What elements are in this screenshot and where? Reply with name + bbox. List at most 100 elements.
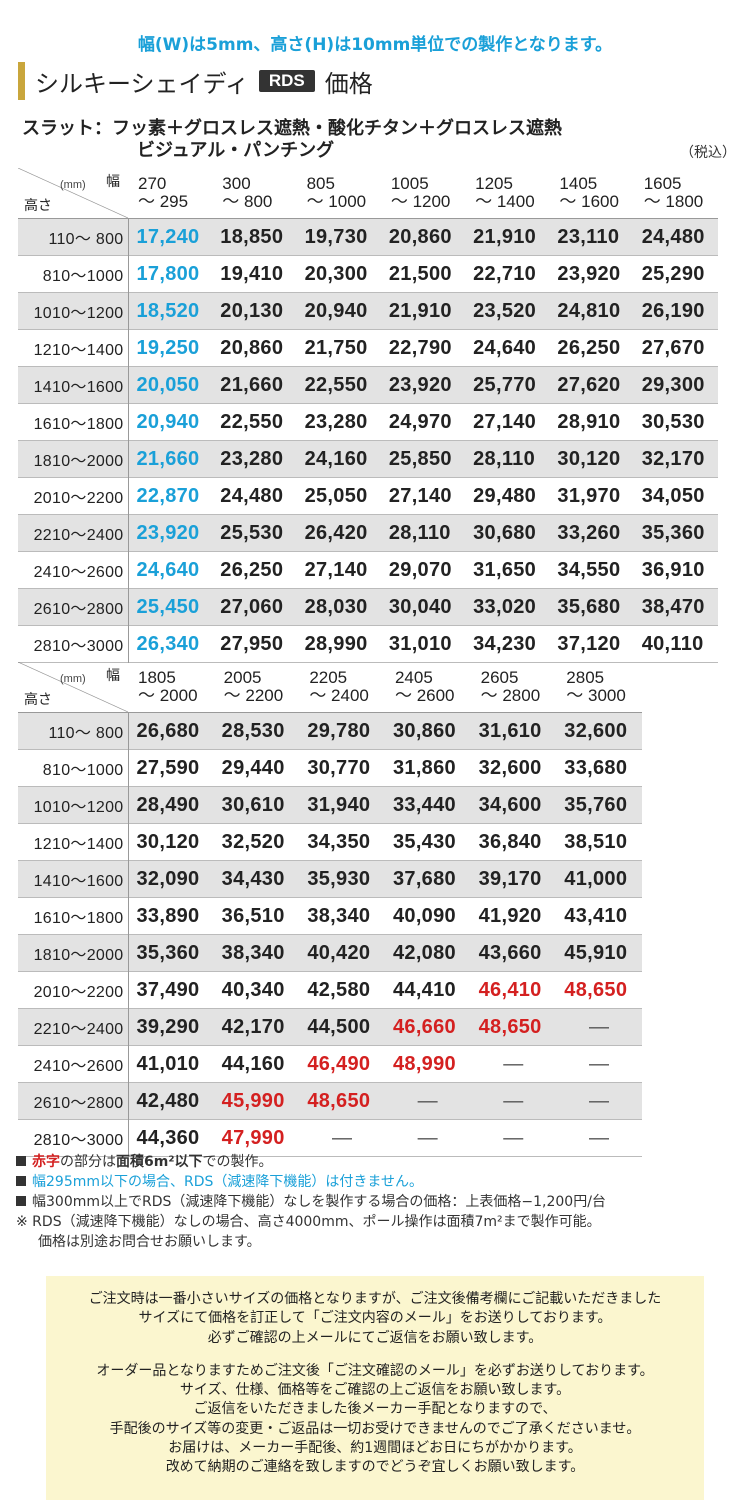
price-cell: 20,860 <box>220 336 284 359</box>
table-row: 1810～2000 35,360 38,340 40,420 42,080 43,660 4… <box>18 934 642 972</box>
height-range: 1210～1400 <box>18 329 129 367</box>
height-range: 2010～2200 <box>18 477 129 515</box>
price-cell: 34,550 <box>557 558 621 581</box>
price-cell: 44,360 <box>136 1126 200 1149</box>
price-cell: — <box>588 1015 610 1038</box>
price-cell: 48,650 <box>564 978 628 1001</box>
height-range: 1810～2000 <box>18 934 129 972</box>
price-cell: 44,410 <box>392 978 456 1001</box>
price-cell: — <box>503 1126 524 1149</box>
price-cell: 34,050 <box>641 484 705 507</box>
width-to: ～ 2800 <box>480 686 541 705</box>
width-range-header: 1005 ～ 1200 <box>381 168 465 219</box>
price-cell: 37,490 <box>136 978 200 1001</box>
price-cell: 38,510 <box>564 830 628 853</box>
price-cell: — <box>417 1089 438 1112</box>
height-label: 高さ <box>24 691 52 707</box>
price-cell: 20,300 <box>304 262 368 285</box>
price-cell: 39,170 <box>478 867 542 890</box>
price-cell: 21,660 <box>220 373 284 396</box>
table-row: 2010～2200 37,490 40,340 42,580 44,410 46,410 4… <box>18 971 642 1009</box>
slat-line-2: ビジュアル・パンチング <box>137 140 335 161</box>
price-cell: 40,340 <box>221 978 285 1001</box>
section-title: シルキーシェイディ RDS 価格 <box>18 62 373 100</box>
price-cell: 19,410 <box>220 262 284 285</box>
price-cell: 29,070 <box>388 558 452 581</box>
price-cell: 23,520 <box>473 299 537 322</box>
note-4: ※ RDS（減速降下機能）なしの場合、高さ4000mm、ポール操作は面積7m²ま… <box>16 1214 601 1230</box>
price-cell: 36,510 <box>221 904 285 927</box>
price-cell: 42,170 <box>221 1015 285 1038</box>
note-2: 幅295mm以下の場合、RDS（減速降下機能）は付きません。 <box>32 1174 423 1190</box>
price-cell: 25,770 <box>473 373 537 396</box>
price-cell: 22,790 <box>388 336 452 359</box>
price-cell: 17,800 <box>136 262 200 285</box>
height-range: 1010～1200 <box>18 292 129 330</box>
price-cell: 35,760 <box>564 793 628 816</box>
price-cell: 24,160 <box>304 447 368 470</box>
height-range: 110～ 800 <box>18 218 129 256</box>
price-cell: 30,770 <box>307 756 371 779</box>
price-cell: 27,620 <box>557 373 621 396</box>
price-cell: 43,660 <box>478 941 542 964</box>
price-cell: 28,030 <box>304 595 368 618</box>
height-range: 2610～2800 <box>18 1082 129 1120</box>
price-cell: — <box>588 1052 610 1075</box>
price-cell: 22,550 <box>220 410 284 433</box>
table-row: 1410～1600 20,050 21,660 22,550 23,920 25,770 2… <box>18 366 718 404</box>
price-cell: 35,930 <box>307 867 371 890</box>
price-cell: 42,080 <box>392 941 456 964</box>
height-range: 1410～1600 <box>18 860 129 898</box>
price-cell: 38,340 <box>221 941 285 964</box>
height-range: 1410～1600 <box>18 366 129 404</box>
price-cell: 45,990 <box>221 1089 285 1112</box>
price-cell: 26,340 <box>136 632 200 655</box>
price-cell: 25,050 <box>304 484 368 507</box>
height-range: 1210～1400 <box>18 823 129 861</box>
price-cell: 34,230 <box>473 632 537 655</box>
product-name: シルキーシェイディ <box>35 69 249 98</box>
price-cell: 36,840 <box>478 830 542 853</box>
price-cell: 45,910 <box>564 941 628 964</box>
table-row: 2210～2400 23,920 25,530 26,420 28,110 30,680 3… <box>18 514 718 552</box>
note-5: 価格は別途お問合せお願いします。 <box>38 1234 261 1250</box>
width-from: 2205 <box>309 668 348 687</box>
price-cell: 48,650 <box>478 1015 542 1038</box>
table-row: 1610～1800 33,890 36,510 38,340 40,090 41,920 4… <box>18 897 642 935</box>
table-row: 1210～1400 19,250 20,860 21,750 22,790 24,640 2… <box>18 329 718 367</box>
height-range: 1010～1200 <box>18 786 129 824</box>
price-cell: 35,680 <box>557 595 621 618</box>
width-range-header: 2405 ～ 2600 <box>385 662 471 713</box>
price-cell: 44,160 <box>221 1052 285 1075</box>
bullet-square <box>16 1196 26 1206</box>
height-range: 2810～3000 <box>18 1119 129 1157</box>
width-from: 1005 <box>390 174 429 193</box>
price-cell: 30,680 <box>473 521 537 544</box>
height-range: 1810～2000 <box>18 440 129 478</box>
width-to: ～ 2400 <box>309 686 369 705</box>
height-label: 高さ <box>24 197 52 213</box>
price-cell: 32,090 <box>136 867 200 890</box>
note-1-mid: の部分は <box>60 1154 116 1170</box>
price-cell: 35,360 <box>136 941 200 964</box>
price-cell: 38,340 <box>307 904 371 927</box>
price-cell: 32,600 <box>478 756 542 779</box>
price-cell: 30,040 <box>388 595 452 618</box>
price-cell: 30,120 <box>557 447 621 470</box>
info-line: オーダー品となりますためご注文後「ご注文確認のメール」を必ずお送りしております。 <box>96 1362 654 1379</box>
width-label: 幅 <box>106 173 120 189</box>
info-line: サイズ、仕様、価格等をご確認の上ご返信をお願い致します。 <box>179 1382 571 1399</box>
price-cell: 29,480 <box>473 484 537 507</box>
price-cell: 33,440 <box>392 793 456 816</box>
width-from: 2005 <box>223 668 262 687</box>
price-cell: 28,110 <box>473 447 535 470</box>
width-range-header: 2205 ～ 2400 <box>299 662 385 713</box>
price-cell: 31,610 <box>478 719 542 742</box>
price-cell: 27,670 <box>641 336 705 359</box>
title-accent-bar <box>18 62 25 100</box>
height-range: 2210～2400 <box>18 1008 129 1046</box>
width-from: 300 <box>222 174 251 193</box>
height-range: 810～1000 <box>18 255 129 293</box>
price-cell: — <box>588 1089 610 1112</box>
price-cell: 48,990 <box>392 1052 456 1075</box>
